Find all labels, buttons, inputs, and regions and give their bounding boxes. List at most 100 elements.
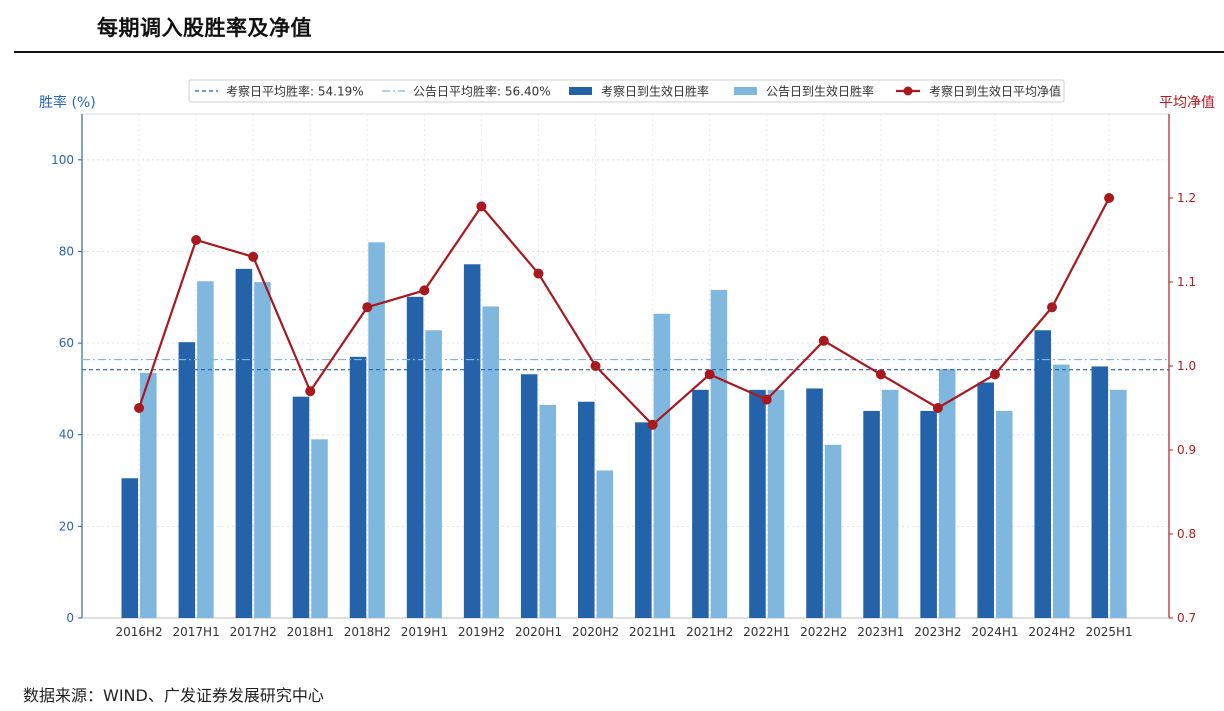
data-source-note: 数据来源：WIND、广发证券发展研究中心 [23, 686, 324, 705]
left-axis-tick-label: 20 [59, 519, 74, 533]
bar-announcement-win-rate [311, 439, 328, 618]
x-axis-tick-label: 2017H1 [173, 625, 220, 639]
nav-point [305, 386, 316, 397]
bar-inspection-win-rate [292, 396, 310, 618]
bar-announcement-win-rate [1053, 364, 1070, 618]
nav-point [1104, 193, 1115, 203]
right-axis-tick-label: 1.2 [1177, 191, 1196, 205]
left-axis-tick-label: 80 [59, 244, 74, 258]
right-axis-tick-label: 1.0 [1177, 359, 1196, 373]
bar-announcement-win-rate [653, 313, 671, 618]
nav-point [647, 419, 658, 430]
nav-point [932, 403, 943, 413]
nav-point [191, 235, 202, 245]
nav-point [704, 369, 715, 380]
x-axis-tick-label: 2022H2 [800, 625, 847, 639]
bar-inspection-win-rate [635, 422, 652, 618]
x-axis-tick-label: 2017H2 [230, 625, 277, 639]
nav-point [818, 335, 829, 346]
nav-point [419, 285, 430, 296]
x-axis-tick-label: 2024H1 [971, 625, 1018, 639]
legend-label-announcement-avg: 公告日平均胜率: 56.40% [413, 84, 551, 99]
bar-inspection-win-rate [920, 410, 937, 618]
bar-inspection-win-rate [749, 389, 766, 618]
x-axis-tick-label: 2022H1 [743, 625, 790, 639]
bar-announcement-win-rate [140, 372, 157, 618]
legend-swatch-inspection-win-rate [569, 87, 592, 95]
nav-point [362, 302, 373, 313]
bar-announcement-win-rate [938, 369, 956, 618]
nav-point [134, 403, 145, 413]
x-axis-tick-label: 2023H2 [914, 625, 961, 639]
bar-announcement-win-rate [710, 289, 728, 618]
left-axis-tick-label: 100 [51, 153, 74, 167]
bar-inspection-win-rate [235, 268, 253, 618]
nav-point [1047, 302, 1058, 313]
right-axis-title: 平均净值 [1159, 95, 1215, 111]
page-title: 每期调入股胜率及净值 [97, 16, 312, 40]
x-axis-tick-label: 2023H1 [857, 625, 904, 639]
legend: 考察日平均胜率: 54.19% 公告日平均胜率: 56.40% 考察日到生效日胜率 公… [188, 79, 1065, 103]
bar-announcement-win-rate [482, 306, 499, 618]
right-axis-tick-label: 1.1 [1177, 275, 1196, 289]
bar-announcement-win-rate [254, 282, 271, 618]
bar-inspection-win-rate [1091, 366, 1109, 618]
left-axis-tick-label: 40 [59, 428, 74, 442]
bar-announcement-win-rate [425, 330, 442, 618]
bar-announcement-win-rate [368, 242, 385, 619]
nav-point [875, 369, 886, 380]
x-axis-tick-label: 2018H1 [287, 625, 334, 639]
bar-inspection-win-rate [121, 478, 139, 618]
bar-announcement-win-rate [1110, 389, 1127, 618]
bar-inspection-win-rate [577, 401, 595, 618]
x-axis-tick-label: 2020H1 [515, 625, 562, 639]
bar-announcement-win-rate [767, 389, 785, 618]
bar-inspection-win-rate [520, 374, 538, 618]
left-axis-title: 胜率 (%) [39, 94, 96, 111]
left-axis-tick-label: 0 [66, 611, 74, 625]
bar-announcement-win-rate [881, 389, 899, 618]
nav-point [989, 369, 1000, 380]
x-axis-tick-label: 2019H1 [401, 625, 448, 639]
legend-label-inspection-win-rate: 考察日到生效日胜率 [601, 84, 709, 99]
x-axis-tick-label: 2024H2 [1028, 625, 1075, 639]
bar-inspection-win-rate [863, 410, 880, 618]
legend-box [188, 79, 1065, 103]
x-axis-tick-label: 2021H1 [629, 625, 676, 639]
bar-inspection-win-rate [178, 342, 196, 618]
bar-inspection-win-rate [406, 296, 424, 618]
x-axis-tick-label: 2019H2 [458, 625, 505, 639]
x-axis-tick-label: 2020H2 [572, 625, 619, 639]
right-axis-tick-label: 0.7 [1177, 611, 1196, 625]
legend-swatch-nav-marker [903, 86, 913, 96]
bar-inspection-win-rate [806, 388, 823, 618]
bar-announcement-win-rate [539, 404, 557, 618]
x-axis-tick-label: 2018H2 [344, 625, 391, 639]
legend-label-nav: 考察日到生效日平均净值 [929, 84, 1061, 99]
bar-inspection-win-rate [1034, 330, 1052, 618]
left-axis-tick-label: 60 [59, 336, 74, 350]
nav-line [138, 197, 1111, 427]
bar-inspection-win-rate [692, 389, 709, 618]
bar-announcement-win-rate [596, 470, 614, 618]
bar-announcement-win-rate [995, 410, 1013, 618]
x-axis-tick-label: 2021H2 [686, 625, 733, 639]
bar-announcement-win-rate [197, 281, 214, 618]
legend-label-announcement-win-rate: 公告日到生效日胜率 [766, 84, 874, 99]
right-axis-tick-label: 0.9 [1177, 443, 1196, 457]
nav-point [761, 394, 772, 405]
nav-point [533, 268, 544, 279]
x-axis-tick-label: 2025H1 [1085, 625, 1132, 639]
bar-inspection-win-rate [463, 264, 481, 618]
title-divider [14, 51, 1224, 53]
x-axis-tick-label: 2016H2 [115, 625, 162, 639]
bar-inspection-win-rate [349, 356, 367, 618]
nav-point [476, 201, 487, 212]
nav-point [248, 251, 259, 262]
right-axis-tick-label: 0.8 [1177, 527, 1196, 541]
legend-swatch-announcement-win-rate [734, 87, 757, 95]
bar-inspection-win-rate [977, 382, 994, 618]
bar-announcement-win-rate [824, 444, 842, 618]
nav-point [590, 361, 601, 371]
